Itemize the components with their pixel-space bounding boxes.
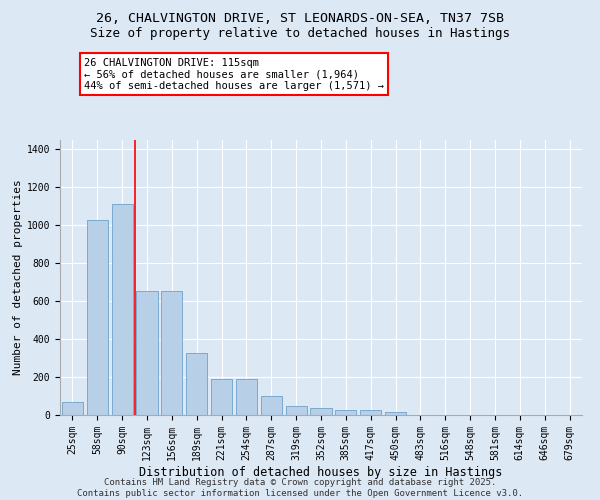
Bar <box>136 291 158 415</box>
Text: 26 CHALVINGTON DRIVE: 115sqm
← 56% of detached houses are smaller (1,964)
44% of: 26 CHALVINGTON DRIVE: 115sqm ← 56% of de… <box>84 58 384 90</box>
Bar <box>335 410 356 415</box>
Bar <box>286 406 307 415</box>
Y-axis label: Number of detached properties: Number of detached properties <box>13 180 23 376</box>
Bar <box>261 396 282 415</box>
Bar <box>112 204 133 415</box>
X-axis label: Distribution of detached houses by size in Hastings: Distribution of detached houses by size … <box>139 466 503 478</box>
Bar <box>186 354 207 415</box>
Text: 26, CHALVINGTON DRIVE, ST LEONARDS-ON-SEA, TN37 7SB: 26, CHALVINGTON DRIVE, ST LEONARDS-ON-SE… <box>96 12 504 26</box>
Bar <box>161 291 182 415</box>
Bar <box>310 408 332 415</box>
Bar <box>385 412 406 415</box>
Text: Contains HM Land Registry data © Crown copyright and database right 2025.
Contai: Contains HM Land Registry data © Crown c… <box>77 478 523 498</box>
Bar <box>236 379 257 415</box>
Bar <box>87 220 108 415</box>
Text: Size of property relative to detached houses in Hastings: Size of property relative to detached ho… <box>90 28 510 40</box>
Bar <box>62 402 83 415</box>
Bar <box>211 379 232 415</box>
Bar <box>360 410 381 415</box>
